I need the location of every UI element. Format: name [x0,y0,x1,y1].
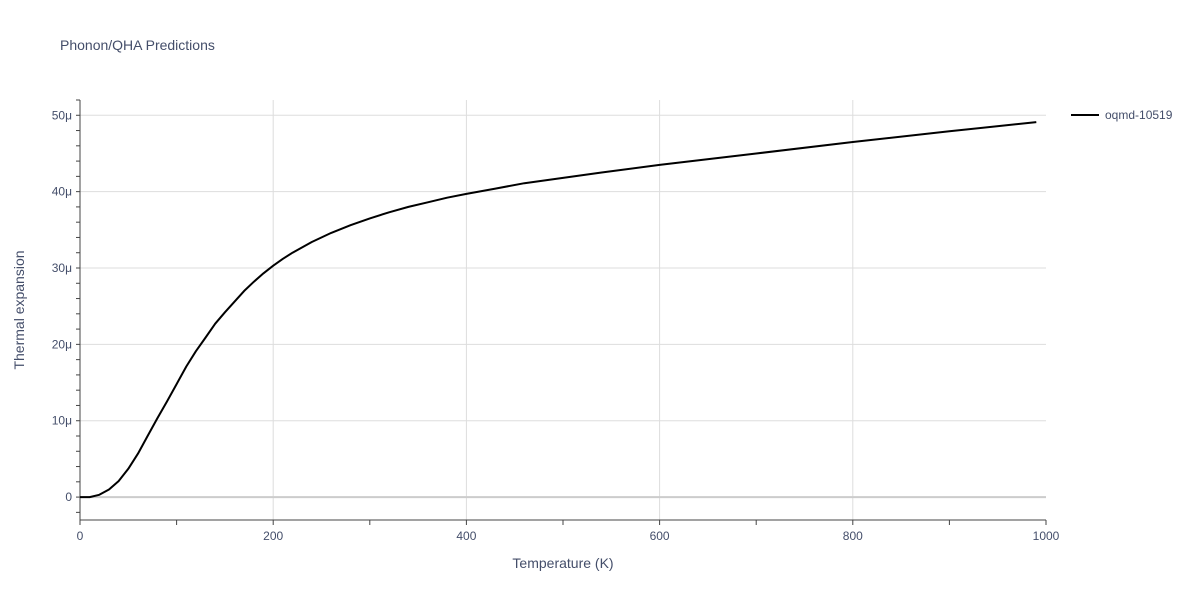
y-axis-title: Thermal expansion [11,250,27,369]
x-tick-label: 0 [77,529,84,543]
y-tick-label: 50μ [52,108,72,122]
legend-item-label: oqmd-10519 [1105,108,1173,122]
x-tick-label: 800 [843,529,863,543]
x-axis-title: Temperature (K) [512,555,613,571]
series-line-oqmd-10519[interactable] [80,121,1037,499]
x-tick-label: 1000 [1033,529,1060,543]
axes [76,99,1047,525]
y-tick-label: 30μ [52,261,72,275]
tick-labels: 0 200 400 600 800 1000 0 10μ 20μ 30μ 40μ 50μ [52,108,1060,543]
y-tick-label: 40μ [52,185,72,199]
chart-title: Phonon/QHA Predictions [60,37,215,53]
y-tick-label: 0 [65,490,72,504]
legend[interactable]: oqmd-10519 [1071,108,1173,122]
x-tick-label: 400 [456,529,476,543]
x-tick-label: 600 [650,529,670,543]
series-lines [80,121,1037,499]
x-tick-label: 200 [263,529,283,543]
y-tick-label: 20μ [52,337,72,351]
grid-lines [80,100,1046,520]
y-tick-label: 10μ [52,414,72,428]
